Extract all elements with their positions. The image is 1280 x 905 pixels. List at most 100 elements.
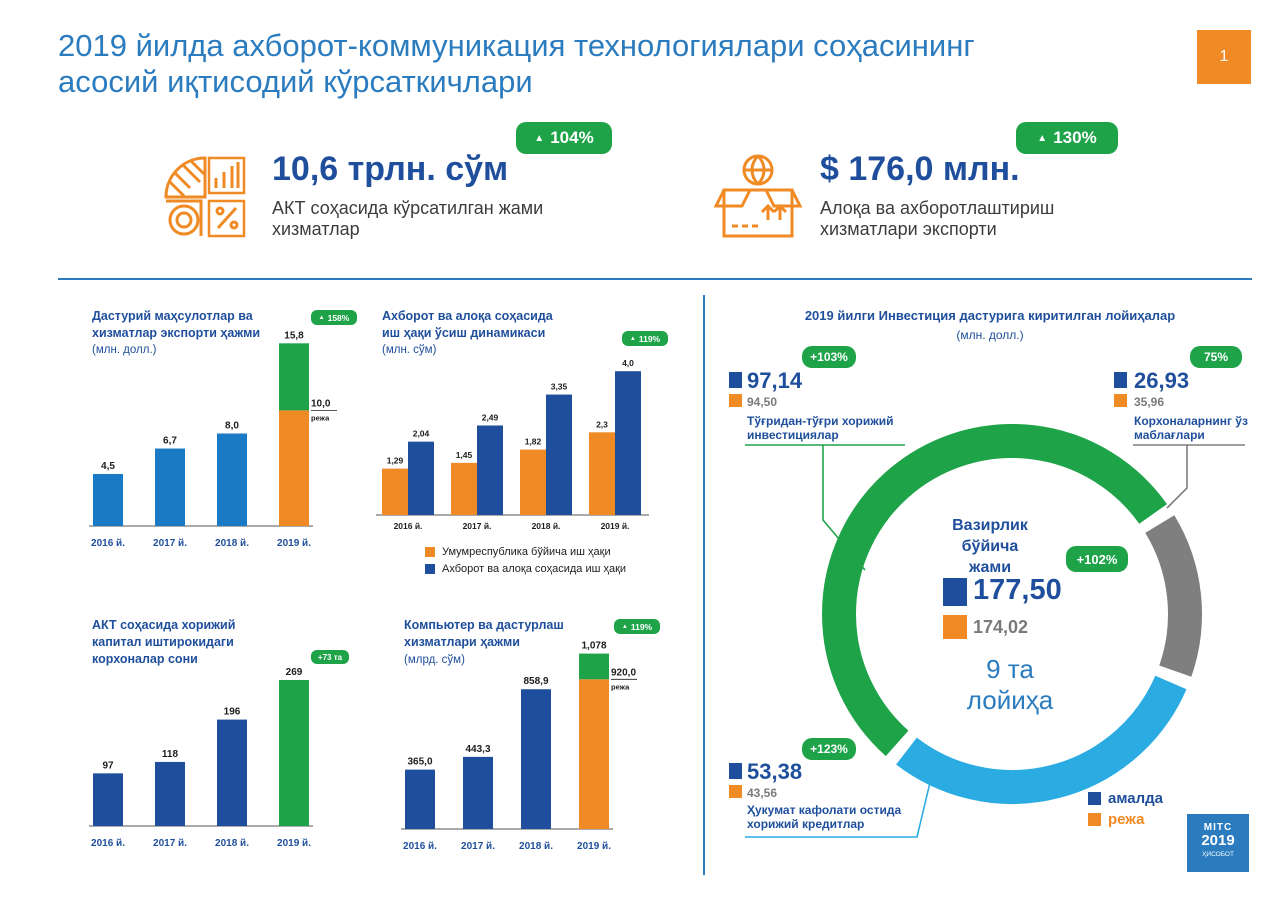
gov-credits-actual-swatch	[729, 763, 742, 779]
section-divider-horizontal	[58, 278, 1252, 280]
bar-2	[217, 433, 247, 526]
bar-plan-3	[279, 410, 309, 526]
wages-legend: Умумреспублика бўйича иш ҳақи Ахборот ва…	[425, 546, 626, 580]
x-tick-label-2: 2018 й.	[519, 841, 553, 852]
kpi-services-value: 10,6 трлн. сўм	[272, 150, 509, 188]
kpi-export-badge-text: 130%	[1053, 128, 1097, 147]
bar-over-plan-3	[579, 653, 609, 680]
triangle-up-icon: ▲	[629, 335, 636, 342]
bar-value-label-2: 8,0	[225, 421, 239, 432]
x-tick-label-2: 2018 й.	[215, 838, 249, 849]
x-tick-label-0: 2016 й.	[91, 838, 125, 849]
x-tick-label-3: 2019 й.	[277, 838, 311, 849]
bar-s1-2	[546, 394, 572, 515]
investment-subtitle: (млн. долл.)	[956, 328, 1024, 342]
total-projects: 9 та лойиҳа	[966, 654, 1054, 715]
bar-value-label-s1-1: 2,49	[482, 412, 499, 422]
x-tick-label-0: 2016 й.	[91, 538, 125, 549]
kpi-services-badge-text: 104%	[550, 128, 594, 147]
wages-title: Ахборот ва алоқа соҳасида иш ҳақи ўсиш д…	[382, 309, 553, 340]
own-funds-actual-value: 26,93	[1134, 368, 1190, 393]
triangle-up-icon: ▲	[534, 132, 545, 144]
bar-value-label-2: 196	[224, 707, 241, 718]
own-funds-leader-line	[1133, 444, 1245, 509]
legend-item-plan: режа	[1088, 811, 1163, 828]
fdi-badge: +103%	[802, 346, 856, 368]
bar-value-label-s0-2: 1,82	[525, 437, 542, 447]
bar-value-label-s1-0: 2,04	[413, 429, 430, 439]
bar-value-label-1: 443,3	[465, 744, 490, 755]
kpi-services-desc: АКТ соҳасида кўрсатилган жами хизматлар	[272, 198, 544, 239]
donut-slice-2	[896, 675, 1187, 804]
x-tick-label-0: 2016 й.	[394, 521, 423, 531]
plan-word-label: режа	[311, 413, 330, 422]
legend-swatch-actual	[1088, 792, 1101, 805]
bar-value-label-s0-1: 1,45	[456, 450, 473, 460]
legend-label-actual: амалда	[1108, 790, 1163, 807]
total-actual-value: 177,50	[973, 574, 1062, 606]
computer-services-badge-text: 119%	[630, 621, 653, 632]
software-export-subtitle: (млн. долл.)	[92, 344, 157, 356]
foreign-enterprises-chart: 97 2016 й. 118 2017 й. 196 2018 й. 269 2019 й.	[89, 667, 313, 849]
bar-value-label-0: 97	[102, 760, 114, 771]
mitc-report-logo: МІТС 2019 ҲИСОБОТ	[1187, 814, 1249, 872]
kpi-export-badge: ▲ 130%	[1016, 122, 1118, 154]
gov-credits-leader-line	[745, 769, 934, 838]
legend-label-ict: Ахборот ва алоқа соҳасида иш ҳақи	[442, 563, 627, 575]
plan-value-label: 920,0	[611, 667, 636, 678]
logo-line-3: ҲИСОБОТ	[1202, 851, 1234, 858]
fdi-plan-value: 94,50	[747, 395, 778, 409]
x-tick-label-1: 2017 й.	[153, 838, 187, 849]
title-line-2: асосий иқтисодий кўрсаткичлари	[58, 64, 533, 99]
bar-plan-3	[579, 679, 609, 829]
x-tick-label-2: 2018 й.	[215, 538, 249, 549]
bar-0	[93, 473, 123, 526]
gov-credits-actual-value: 53,38	[747, 759, 803, 784]
legend-swatch-blue	[425, 564, 435, 574]
donut-legend: амалда режа	[1088, 790, 1163, 828]
bar-value-label-s0-3: 2,3	[596, 419, 608, 429]
bar-s1-3	[615, 371, 641, 515]
kpi-export-value: $ 176,0 млн.	[820, 150, 1020, 188]
gov-credits-label: Ҳукумат кафолати остида хорижий кредитла…	[747, 803, 902, 831]
gov-credits-plan-value: 43,56	[747, 786, 778, 800]
software-export-badge-text: 158%	[327, 312, 350, 323]
total-actual-swatch	[943, 578, 967, 606]
bar-value-label-3: 269	[286, 667, 303, 678]
wages-badge: ▲ 119%	[622, 331, 668, 346]
bar-value-label-s1-2: 3,35	[551, 382, 568, 392]
bar-1	[155, 448, 185, 526]
plan-value-label: 10,0	[311, 398, 331, 409]
bar-value-label-s1-3: 4,0	[622, 358, 634, 368]
bar-1	[463, 756, 493, 829]
export-box-globe-icon	[713, 154, 803, 238]
fdi-actual-value: 97,14	[747, 368, 803, 393]
x-tick-label-1: 2017 й.	[153, 538, 187, 549]
own-funds-actual-swatch	[1114, 372, 1127, 388]
wages-subtitle: (млн. сўм)	[382, 344, 437, 356]
bar-s0-2	[520, 449, 546, 515]
donut-slice-0	[822, 424, 1167, 757]
fdi-plan-swatch	[729, 394, 742, 407]
total-badge: +102%	[1066, 546, 1128, 572]
software-export-title: Дастурий маҳсулотлар ва хизматлар экспор…	[92, 309, 261, 340]
total-plan-value: 174,02	[973, 617, 1029, 637]
legend-item-actual: амалда	[1088, 790, 1163, 807]
bar-value-label-s0-0: 1,29	[387, 456, 404, 466]
fdi-label: Тўғридан-тўғри хорижий инвестициялар	[747, 414, 894, 442]
bar-value-label-1: 118	[162, 749, 179, 760]
investment-unit: млн. долл.	[960, 328, 1020, 342]
wages-badge-text: 119%	[638, 333, 661, 344]
bar-value-label-0: 365,0	[407, 757, 432, 768]
page-title: 2019 йилда ахборот-коммуникация технолог…	[58, 28, 1058, 100]
bar-2	[521, 689, 551, 829]
bar-value-label-1: 6,7	[163, 436, 177, 447]
own-funds-plan-swatch	[1114, 394, 1127, 407]
bar-0	[405, 769, 435, 829]
x-tick-label-1: 2017 й.	[463, 521, 492, 531]
software-export-chart: 4,5 2016 й. 6,7 2017 й. 8,0 2018 й. 10,0 режа 15…	[89, 330, 337, 549]
logo-line-1: МІТС	[1203, 822, 1233, 833]
fdi-actual-swatch	[729, 372, 742, 388]
legend-item-ict: Ахборот ва алоқа соҳасида иш ҳақи	[425, 563, 626, 575]
plan-word-label: режа	[611, 682, 630, 691]
